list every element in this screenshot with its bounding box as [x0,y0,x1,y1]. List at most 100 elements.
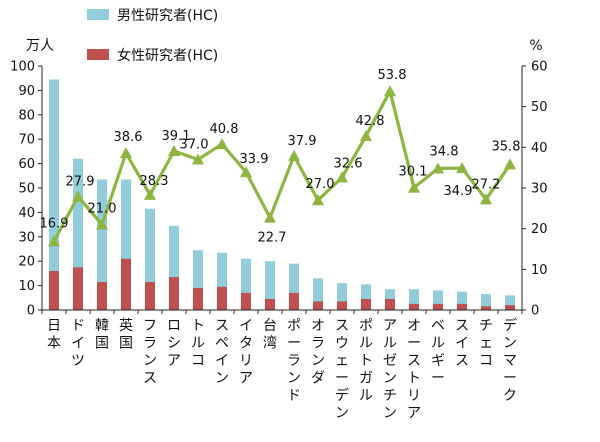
left-tick-label: 30 [18,230,35,245]
category-label: ドイツ [71,318,85,369]
category-label: デンマーク [503,317,517,404]
bar-female [121,258,131,310]
bar-female [97,281,107,310]
category-label: 日本 [47,318,61,352]
category-label: スウェーデン [335,318,349,422]
bar-male [337,283,347,310]
bar-male [193,250,203,310]
ratio-data-label: 37.0 [180,138,209,153]
bar-female [289,292,299,310]
bars-layer [49,79,515,310]
ratio-data-label: 42.8 [356,114,385,129]
bar-male [241,258,251,310]
ratio-data-label: 27.9 [66,175,95,190]
ratio-marker [432,162,444,174]
ratio-marker [384,85,396,97]
left-tick-label: 40 [18,206,35,221]
bar-male [169,225,179,310]
right-tick-label: 20 [531,222,548,237]
bar-male [73,158,83,310]
bar-female [385,299,395,310]
bar-female [169,277,179,310]
bar-female [361,299,371,310]
ratio-data-label: 38.6 [114,130,143,145]
ratio-marker [288,149,300,161]
category-label: ベルギー [431,318,445,387]
legend-swatch [87,9,109,20]
text-layer: 0 10 20 30 40 50 60 70 80 90 100 0 10 20 30 40 50 60 万人 % 日本… [10,38,547,422]
right-tick-label: 40 [531,141,548,156]
bar-male [313,278,323,310]
category-label: トルコ [191,318,205,369]
bar-male [409,289,419,310]
bar-male [265,261,275,310]
left-tick-label: 10 [18,279,35,294]
right-tick-label: 0 [531,304,539,319]
ratio-marker [456,162,468,174]
bar-female [337,301,347,310]
category-label: フランス [143,318,157,387]
bar-female [409,303,419,310]
left-tick-label: 70 [18,133,35,148]
line-layer [48,85,516,247]
ratio-marker [120,147,132,159]
category-label: オランダ [311,318,325,387]
bar-male [481,294,491,310]
ratio-data-label: 40.8 [210,122,239,137]
left-tick-label: 50 [18,182,35,197]
ratio-marker [144,188,156,200]
right-tick-label: 60 [531,60,548,75]
bar-female [481,306,491,310]
category-label: スペイン [215,318,229,387]
bar-male [49,79,59,310]
category-label: チェコ [479,318,493,369]
ratio-data-label: 35.8 [492,139,521,154]
bar-male [145,208,155,310]
ratio-marker [168,144,180,156]
bar-male [361,284,371,310]
ratio-data-label: 22.7 [258,231,287,246]
ratio-marker [504,158,516,170]
left-tick-label: 0 [27,304,35,319]
legend-swatch [87,49,109,60]
right-tick-label: 50 [531,100,548,115]
right-tick-label: 30 [531,182,548,197]
left-tick-label: 100 [10,60,35,75]
ratio-marker [264,211,276,223]
bar-female [217,286,227,310]
left-tick-label: 20 [18,255,35,270]
ratio-marker [192,153,204,165]
category-label: 台湾 [263,318,277,352]
bar-female [265,299,275,310]
right-tick-label: 10 [531,263,548,278]
ratio-data-label: 34.8 [430,144,459,159]
ratio-data-label: 21.0 [88,202,117,217]
bar-male [433,290,443,310]
category-label: ロシア [167,318,181,369]
ratio-data-label: 53.8 [378,68,407,83]
ratio-data-label: 32.6 [334,156,363,171]
legend-label: 女性研究者(HC) [117,47,218,64]
ratio-data-label: 28.3 [140,174,169,189]
ratio-data-label: 16.9 [40,216,69,231]
category-label: ポーランド [287,318,301,404]
legend-label: 男性研究者(HC) [117,8,218,24]
bar-male [505,295,515,310]
bar-female [433,303,443,310]
legend: 男性研究者(HC) 女性研究者(HC) [87,8,218,64]
bar-female [457,303,467,310]
ratio-marker [240,166,252,178]
bar-female [145,281,155,310]
ratio-marker [312,194,324,206]
category-label: 韓国 [95,318,109,352]
ratio-data-label: 30.1 [399,165,428,180]
bar-male [121,179,131,310]
ratio-marker [216,138,228,150]
left-tick-label: 90 [18,84,35,99]
right-axis-unit: % [529,38,542,54]
ratio-marker [360,129,372,141]
ratio-data-label: 34.9 [444,184,473,199]
ratio-data-label: 33.9 [240,152,269,167]
ratio-marker [480,193,492,205]
bar-female [241,292,251,310]
